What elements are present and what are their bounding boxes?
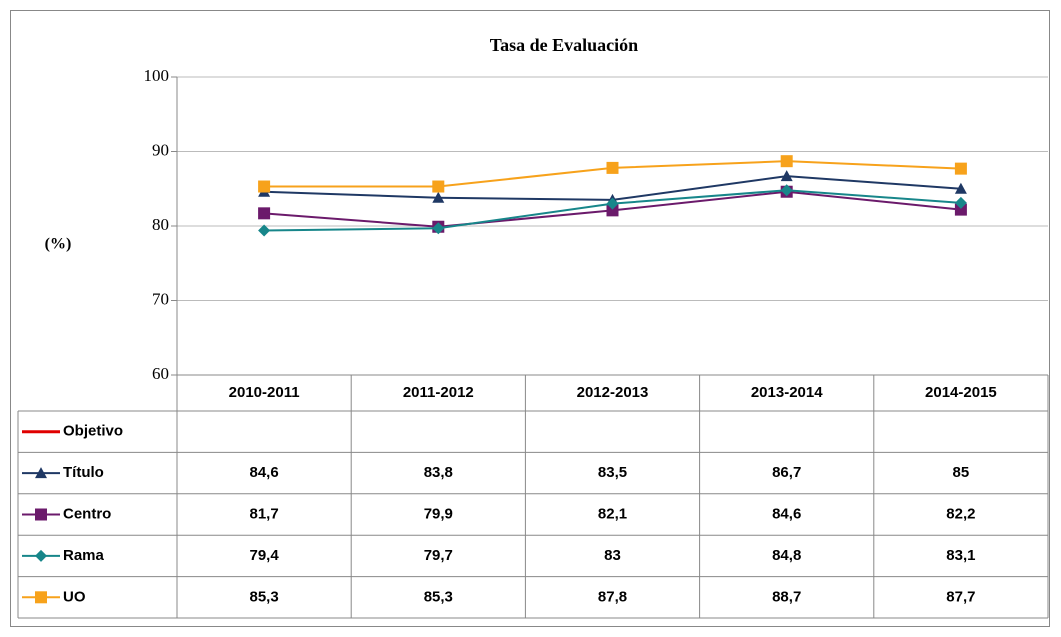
legend-label: Centro [63,505,111,522]
table-value: 87,7 [946,588,975,605]
x-tick-label: 2013-2014 [751,384,823,401]
point [432,222,445,235]
point [258,180,271,193]
y-tick-label: 90 [152,140,169,159]
table-value: 84,8 [772,547,801,564]
legend-label: UO [63,588,86,605]
table-value: 84,6 [772,505,801,522]
table-value: 83 [604,547,621,564]
point [780,184,793,197]
point [258,207,271,220]
x-tick-label: 2014-2015 [925,384,997,401]
point [954,196,967,209]
table-value: 83,1 [946,547,975,564]
point [606,161,619,174]
legend-marker [35,467,47,479]
legend-marker [35,549,47,562]
table-value: 81,7 [249,505,278,522]
y-axis-label: (%) [45,236,72,253]
legend-label: Objetivo [63,423,123,440]
x-tick-label: 2010-2011 [229,384,300,401]
point [954,203,967,216]
legend-marker [35,508,47,521]
point [432,180,445,193]
point [606,197,619,210]
legend-label: Rama [63,547,105,564]
chart-border [10,10,1050,627]
table-value: 88,7 [772,588,801,605]
y-tick-label: 100 [144,66,170,85]
y-tick-label: 80 [152,215,169,234]
x-tick-label: 2012-2013 [577,384,649,401]
point [780,170,793,182]
y-tick-label: 70 [152,289,169,308]
x-tick-label: 2011-2012 [403,384,474,401]
table-value: 82,1 [598,505,627,522]
point [954,182,967,194]
table-value: 83,5 [598,464,627,481]
point [780,155,793,168]
table-value: 85,3 [424,588,453,605]
table-value: 87,8 [598,588,627,605]
point [432,191,445,203]
point [954,162,967,175]
table-value: 79,9 [424,505,453,522]
point [258,224,271,237]
chart-title: Tasa de Evaluación [490,35,638,55]
table-value: 84,6 [249,464,278,481]
legend-label: Título [63,464,104,481]
table-value: 79,4 [249,547,279,564]
table-value: 82,2 [946,505,975,522]
y-tick-label: 60 [152,364,169,383]
legend-marker [35,591,47,604]
table-value: 79,7 [424,547,453,564]
table-value: 85 [953,464,970,481]
table-value: 86,7 [772,464,801,481]
table-value: 83,8 [424,464,453,481]
table-value: 85,3 [249,588,278,605]
point [606,204,619,217]
